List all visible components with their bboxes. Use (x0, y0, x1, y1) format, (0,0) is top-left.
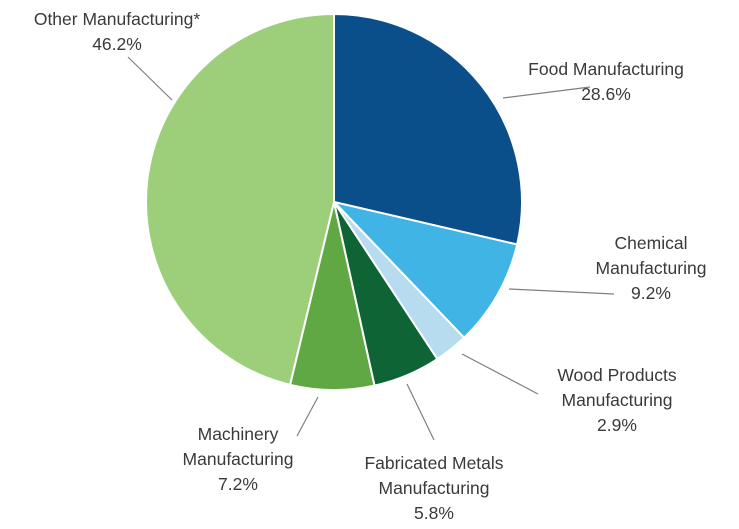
leader-line-fabricated-metals-manufacturing (406, 383, 435, 441)
leader-line-chemical-manufacturing (508, 288, 615, 295)
leader-line-food-manufacturing (502, 86, 591, 99)
slice-label-line-machinery-manufacturing: Manufacturing (183, 449, 294, 469)
slice-label-other-manufacturing: Other Manufacturing* 46.2% (34, 9, 201, 54)
slice-value-food-manufacturing: 28.6% (581, 84, 631, 104)
slice-other-manufacturing (144, 12, 335, 387)
slice-value-wood-products-manufacturing: 2.9% (597, 415, 637, 435)
pie-slices (144, 12, 523, 391)
slice-label-line-chemical-manufacturing: Manufacturing (596, 258, 707, 278)
slice-value-fabricated-metals-manufacturing: 5.8% (414, 503, 454, 523)
slice-value-chemical-manufacturing: 9.2% (631, 283, 671, 303)
slice-label-line-wood-products-manufacturing: Manufacturing (562, 390, 673, 410)
slice-label-line-chemical-manufacturing: Chemical (615, 233, 688, 253)
slice-food-manufacturing (333, 12, 523, 246)
slice-label-machinery-manufacturing: Machinery Manufacturing 7.2% (183, 424, 294, 494)
slice-label-chemical-manufacturing: Chemical Manufacturing 9.2% (596, 233, 707, 303)
slice-label-line-food-manufacturing: Food Manufacturing (528, 59, 684, 79)
leader-line-wood-products-manufacturing (461, 353, 539, 395)
slice-label-line-wood-products-manufacturing: Wood Products (557, 365, 677, 385)
slice-label-food-manufacturing: Food Manufacturing 28.6% (528, 59, 684, 104)
slice-value-other-manufacturing: 46.2% (92, 34, 142, 54)
slice-label-line-fabricated-metals-manufacturing: Manufacturing (379, 478, 490, 498)
leader-line-machinery-manufacturing (296, 396, 319, 437)
slice-label-wood-products-manufacturing: Wood Products Manufacturing 2.9% (557, 365, 677, 435)
leader-lines (127, 56, 615, 441)
slice-label-fabricated-metals-manufacturing: Fabricated Metals Manufacturing 5.8% (364, 453, 503, 523)
slice-label-line-other-manufacturing: Other Manufacturing* (34, 9, 201, 29)
slice-label-line-fabricated-metals-manufacturing: Fabricated Metals (364, 453, 503, 473)
slice-value-machinery-manufacturing: 7.2% (218, 474, 258, 494)
leader-line-other-manufacturing (127, 56, 173, 101)
slice-chemical-manufacturing (330, 200, 519, 340)
slice-label-line-machinery-manufacturing: Machinery (198, 424, 279, 444)
slice-labels: Food Manufacturing 28.6% Chemical Manufactu… (34, 9, 707, 523)
